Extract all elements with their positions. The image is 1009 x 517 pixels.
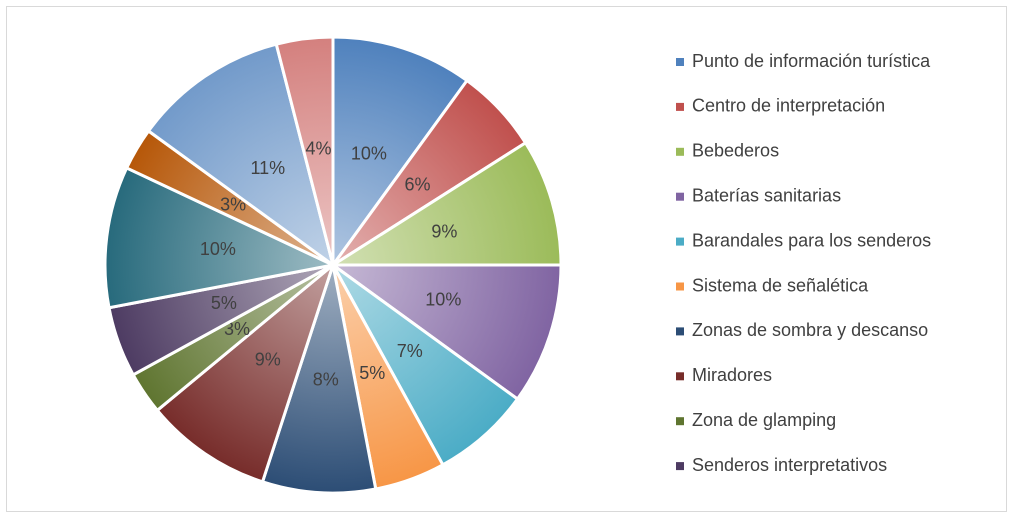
legend-marker <box>676 282 684 291</box>
pie-slice <box>155 260 337 484</box>
legend-marker <box>676 372 684 381</box>
data-label: 4% <box>305 139 331 159</box>
data-label: 10% <box>200 239 236 259</box>
legend-label: Punto de información turística <box>692 51 931 71</box>
legend-marker <box>676 192 684 201</box>
legend-label: Zonas de sombra y descanso <box>692 320 928 340</box>
legend-label: Sistema de señalética <box>692 275 869 295</box>
legend-label: Miradores <box>692 365 772 385</box>
legend-marker <box>676 417 684 426</box>
pie-slice <box>274 35 335 266</box>
legend-marker <box>676 147 684 156</box>
data-label: 3% <box>220 195 246 215</box>
legend-label: Zona de glamping <box>692 410 836 430</box>
legend-label: Centro de interpretación <box>692 96 885 116</box>
legend-marker <box>676 58 684 66</box>
data-label: 9% <box>255 350 281 370</box>
legend-label: Baterías sanitarias <box>692 185 841 205</box>
legend-label: Senderos interpretativos <box>692 455 887 475</box>
data-label: 5% <box>211 293 237 313</box>
pie-slice <box>327 140 563 267</box>
pie-slice <box>260 264 378 495</box>
data-label: 10% <box>351 143 387 163</box>
data-label: 7% <box>397 341 423 361</box>
data-label: 3% <box>224 319 250 339</box>
legend-label: Barandales para los senderos <box>692 230 931 250</box>
legend-marker <box>676 237 684 246</box>
pie-slice <box>328 263 563 402</box>
data-label: 8% <box>313 370 339 390</box>
legend-marker <box>676 102 684 111</box>
pie-slice <box>103 165 338 310</box>
pie-slice <box>331 35 470 270</box>
pie-slice <box>146 42 336 269</box>
legend-label: Bebederos <box>692 141 779 161</box>
legend-marker <box>676 327 684 336</box>
data-label: 11% <box>250 158 285 178</box>
data-label: 6% <box>405 174 431 194</box>
data-label: 9% <box>431 221 457 241</box>
data-label: 10% <box>425 290 461 310</box>
legend-marker <box>676 462 684 471</box>
data-label: 5% <box>359 363 385 383</box>
